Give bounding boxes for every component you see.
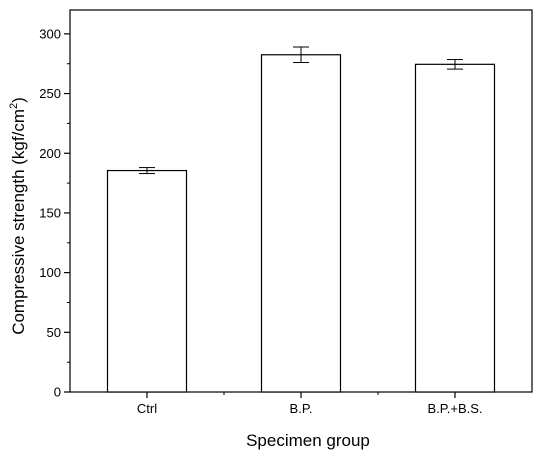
bars [106,54,496,393]
y-axis-title-close: ) [9,97,28,103]
x-tick-label: B.P.+B.S. [427,401,482,416]
y-axis-title-superscript: 2 [8,103,20,109]
y-tick-label: 0 [54,385,61,400]
bar [260,54,342,393]
y-tick-label: 100 [39,265,61,280]
x-axis: Ctrl B.P. B.P.+B.S. [137,392,483,416]
y-axis-title-main: Compressive strength (kgf/cm [9,109,28,335]
y-axis-title: Compressive strength (kgf/cm2) [8,97,28,335]
bar [106,169,188,393]
error-bars [139,46,463,175]
y-tick-label: 300 [39,26,61,41]
y-tick-label: 250 [39,86,61,101]
y-tick-label: 50 [47,325,61,340]
x-tick-label: B.P. [290,401,313,416]
y-tick-label: 150 [39,205,61,220]
bar [414,63,496,393]
x-axis-title: Specimen group [246,431,370,450]
x-tick-label: Ctrl [137,401,157,416]
y-tick-label: 200 [39,146,61,161]
y-axis: 0 50 100 150 200 250 300 [39,26,70,400]
